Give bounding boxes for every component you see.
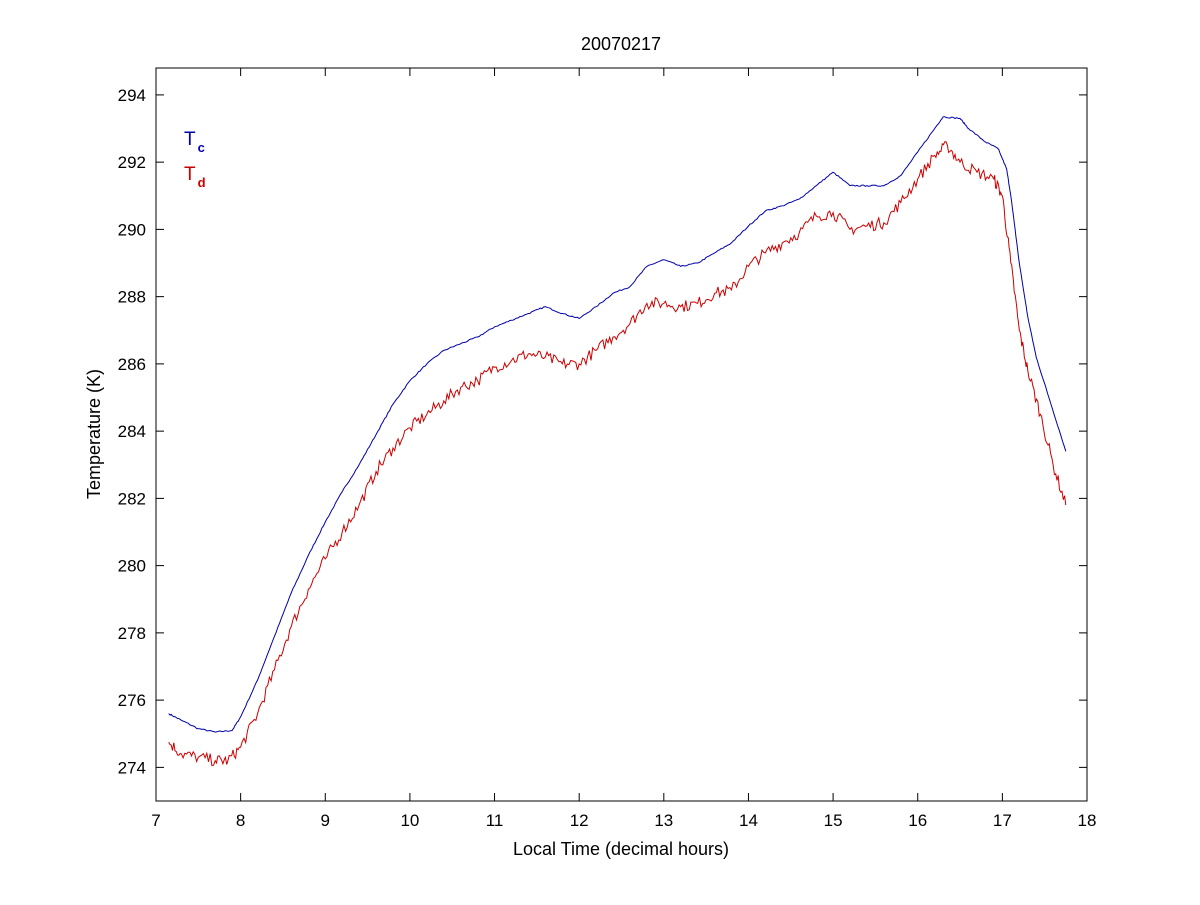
y-tick-label: 278 xyxy=(118,624,146,643)
x-tick-label: 16 xyxy=(908,811,927,830)
y-tick-label: 288 xyxy=(118,288,146,307)
chart-title: 20070217 xyxy=(581,34,661,54)
series-layer xyxy=(168,116,1067,767)
x-tick-label: 10 xyxy=(400,811,419,830)
legend-label: T xyxy=(184,164,196,185)
x-axis-label: Local Time (decimal hours) xyxy=(513,839,729,859)
series-line-d xyxy=(168,141,1067,767)
series-line-c xyxy=(168,116,1067,733)
x-tick-label: 8 xyxy=(236,811,245,830)
y-tick-label: 274 xyxy=(118,758,146,777)
y-tick-label: 294 xyxy=(118,86,146,105)
y-tick-label: 276 xyxy=(118,691,146,710)
legend-label: T xyxy=(184,129,196,150)
x-tick-label: 7 xyxy=(151,811,160,830)
x-tick-label: 18 xyxy=(1078,811,1097,830)
y-axis-label: Temperature (K) xyxy=(84,369,104,499)
legend-subscript: c xyxy=(198,140,205,155)
x-tick-label: 17 xyxy=(993,811,1012,830)
x-tick-label: 14 xyxy=(739,811,758,830)
y-tick-label: 292 xyxy=(118,153,146,172)
y-tick-label: 280 xyxy=(118,557,146,576)
y-tick-label: 284 xyxy=(118,422,146,441)
plot-area xyxy=(156,68,1087,801)
legend-subscript: d xyxy=(198,175,206,190)
x-tick-label: 11 xyxy=(486,811,504,830)
x-tick-label: 12 xyxy=(570,811,589,830)
y-tick-label: 286 xyxy=(118,355,146,374)
y-tick-label: 282 xyxy=(118,489,146,508)
tick-layer: 7 8 9 10 11 12 13 14 15 16 17 18 274 276 278 280 282 284 2… xyxy=(118,68,1097,830)
x-tick-label: 9 xyxy=(321,811,330,830)
x-tick-label: 13 xyxy=(654,811,673,830)
y-tick-label: 290 xyxy=(118,220,146,239)
x-tick-label: 15 xyxy=(824,811,843,830)
axes-box xyxy=(155,67,1088,802)
